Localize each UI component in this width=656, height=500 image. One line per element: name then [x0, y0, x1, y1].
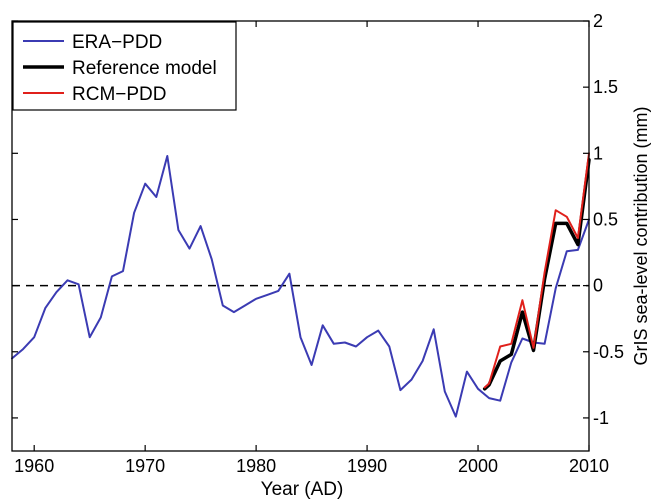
y-axis-ticks: -1 -0.5 0 0.5 1 1.5 2	[12, 11, 624, 428]
y-axis-label: GrIS sea-level contribution (mm)	[631, 106, 651, 365]
series-line-era-pdd	[11, 155, 590, 418]
y-tick-label: 1	[593, 143, 603, 163]
legend-label-rcm-pdd: RCM−PDD	[72, 84, 166, 105]
x-tick-label: 1990	[347, 456, 387, 476]
x-tick-label: 1970	[125, 456, 165, 476]
x-tick-label: 1960	[14, 456, 54, 476]
y-tick-label: -0.5	[593, 342, 624, 362]
plot-frame	[11, 20, 590, 452]
x-tick-label: 1980	[236, 456, 276, 476]
legend-label-era-pdd: ERA−PDD	[72, 32, 162, 53]
series-layer	[11, 152, 591, 418]
series-line-rcm-pdd	[483, 152, 590, 389]
series-line-reference-model	[482, 158, 591, 391]
y-tick-label: 0	[593, 276, 603, 296]
x-axis-label: Year (AD)	[261, 479, 344, 500]
y-tick-label: 1.5	[593, 77, 618, 97]
x-tick-label: 2010	[569, 456, 609, 476]
x-axis-ticks: 1960 1970 1980 1990 2000 2010	[14, 21, 609, 476]
legend: ERA−PDD Reference model RCM−PDD	[12, 21, 237, 111]
legend-label-reference-model: Reference model	[72, 58, 217, 79]
y-tick-label: 0.5	[593, 209, 618, 229]
y-tick-label: 2	[593, 11, 603, 31]
x-tick-label: 2000	[458, 456, 498, 476]
y-tick-label: -1	[593, 408, 609, 428]
